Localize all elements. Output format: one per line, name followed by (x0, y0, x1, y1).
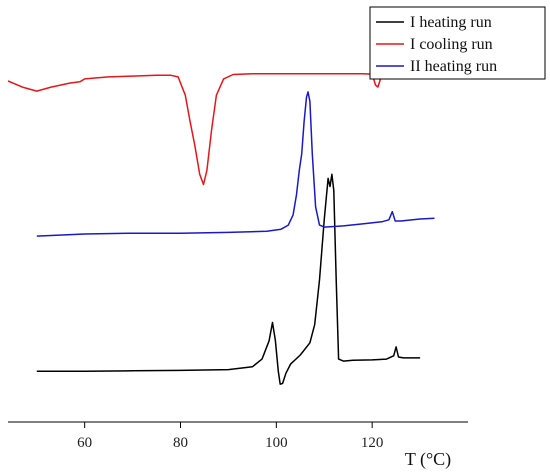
x-tick-label: 80 (173, 435, 188, 451)
legend-box (369, 6, 546, 80)
legend-label: I heating run (410, 14, 492, 31)
series-line-ii-heating-run (36, 91, 435, 237)
legend-label: II heating run (410, 58, 497, 75)
legend-label: I cooling run (410, 36, 493, 53)
series-line-i-heating-run (36, 173, 421, 385)
series-line-i-cooling-run (7, 71, 397, 186)
x-tick-label: 120 (361, 435, 384, 451)
x-tick-label: 100 (265, 435, 288, 451)
x-tick-label: 60 (77, 435, 92, 451)
plot-area: 60 80 100 120 T (°C) (7, 71, 468, 470)
legend: I heating run I cooling run II heating run (369, 6, 546, 80)
x-axis-title: T (°C) (405, 449, 451, 470)
series-layer (7, 71, 435, 385)
x-ticks: 60 80 100 120 (77, 422, 383, 451)
